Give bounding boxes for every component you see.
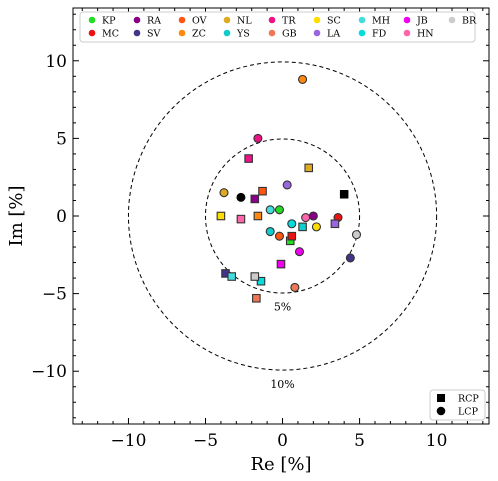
legend-marker (178, 16, 186, 24)
x-tick-label: 5 (354, 431, 365, 451)
legend-label: OV (192, 16, 207, 27)
y-tick-label: 5 (56, 129, 67, 149)
legend-label: SV (147, 29, 161, 40)
legend-label: MC (102, 29, 119, 40)
legend-marker (133, 29, 141, 37)
legend-marker (178, 29, 186, 37)
point-rcp-gb (252, 293, 261, 303)
point-lcp-jb (294, 247, 305, 257)
reference-circle-label: 5% (274, 301, 291, 314)
legend-label: TR (282, 16, 296, 27)
point-rcp-tr (244, 154, 253, 163)
legend-marker (223, 16, 231, 24)
legend-label: ZC (192, 29, 206, 40)
legend-marker (448, 16, 456, 24)
marker-legend-circle (436, 406, 446, 416)
point-lcp-nl (219, 188, 229, 198)
legend-label: HN (417, 29, 434, 40)
legend-label: FD (372, 29, 387, 40)
legend-label: MH (372, 16, 390, 27)
legend-label: GB (282, 29, 297, 40)
point-rcp-black (339, 190, 349, 199)
legend-marker (358, 16, 366, 24)
point-rcp-ov (258, 186, 267, 196)
point-lcp-la (282, 180, 292, 190)
point-lcp-kp (274, 205, 285, 215)
point-rcp-nl (304, 163, 314, 173)
marker-legend-label: LCP (458, 407, 479, 418)
point-rcp-zc (253, 211, 263, 221)
point-lcp-br (351, 230, 362, 240)
plot-area (72, 7, 490, 425)
legend-label: YS (236, 29, 250, 40)
point-lcp-zc (298, 74, 308, 84)
point-lcp-gb (290, 282, 300, 292)
legend-marker (88, 29, 96, 37)
point-rcp-br (250, 272, 260, 281)
point-rcp-fd (256, 276, 266, 286)
point-lcp-sv (345, 253, 355, 263)
point-lcp-mh (265, 205, 275, 215)
axis-tick-labels: −10 −5 0 5 10 −10 −5 0 5 10 (31, 52, 447, 451)
legend-label: JB (416, 16, 428, 27)
reference-circle (127, 61, 438, 371)
legend-marker (268, 16, 276, 24)
point-lcp-hn (301, 213, 311, 223)
y-tick-label: 10 (45, 52, 67, 72)
legend-marker (313, 16, 321, 24)
point-rcp-la (330, 219, 340, 229)
legend-marker (88, 16, 96, 24)
y-tick-label: −5 (42, 285, 67, 305)
reference-circle (205, 138, 361, 294)
point-rcp-ys (298, 222, 307, 232)
marker-legend-square (437, 394, 445, 402)
marker-legend: RCP LCP (429, 389, 486, 421)
legend-marker (133, 16, 141, 24)
point-rcp-mc (287, 231, 297, 241)
reference-circles: 5% 10% (127, 61, 438, 391)
point-lcp-black (236, 192, 246, 202)
point-lcp-tr (253, 133, 263, 143)
point-lcp-ys (265, 226, 275, 237)
legend-label: KP (102, 16, 116, 27)
marker-legend-label: RCP (458, 394, 479, 405)
y-tick-label: −10 (31, 362, 67, 382)
legend-marker (403, 16, 411, 24)
series-legend: KP RA OV NL TR SC MH JB BR MC SV ZC YS GB LA FD HN (79, 11, 477, 43)
y-tick-label: 0 (56, 207, 67, 227)
legend-label: LA (327, 29, 340, 40)
point-rcp-hn (236, 214, 246, 224)
legend-label: RA (147, 16, 161, 27)
legend-marker (358, 29, 366, 37)
point-lcp-ov (274, 231, 285, 241)
point-rcp-ra (250, 194, 260, 204)
legend-label: SC (327, 16, 341, 27)
legend-label: BR (462, 16, 477, 27)
legend-marker (403, 29, 411, 37)
reference-circle-label: 10% (270, 378, 294, 391)
x-tick-label: 10 (426, 431, 448, 451)
x-tick-label: −10 (111, 431, 147, 451)
legend-frame (79, 11, 476, 43)
x-tick-label: 0 (277, 431, 288, 451)
y-axis-title: Im [%] (6, 185, 27, 246)
axis-ticks (73, 8, 489, 424)
legend-marker (223, 29, 231, 37)
point-lcp-ra (308, 211, 318, 221)
point-rcp-sc (216, 211, 226, 221)
x-axis-title: Re [%] (250, 454, 311, 475)
point-lcp-sc (311, 222, 321, 232)
legend-marker (268, 29, 276, 37)
x-tick-label: −5 (193, 431, 218, 451)
data-points (216, 74, 362, 303)
legend-marker (313, 29, 321, 37)
legend-label: NL (237, 16, 252, 27)
point-rcp-jb (276, 259, 286, 269)
point-lcp-fd (287, 219, 297, 229)
point-rcp-mh (227, 272, 236, 281)
